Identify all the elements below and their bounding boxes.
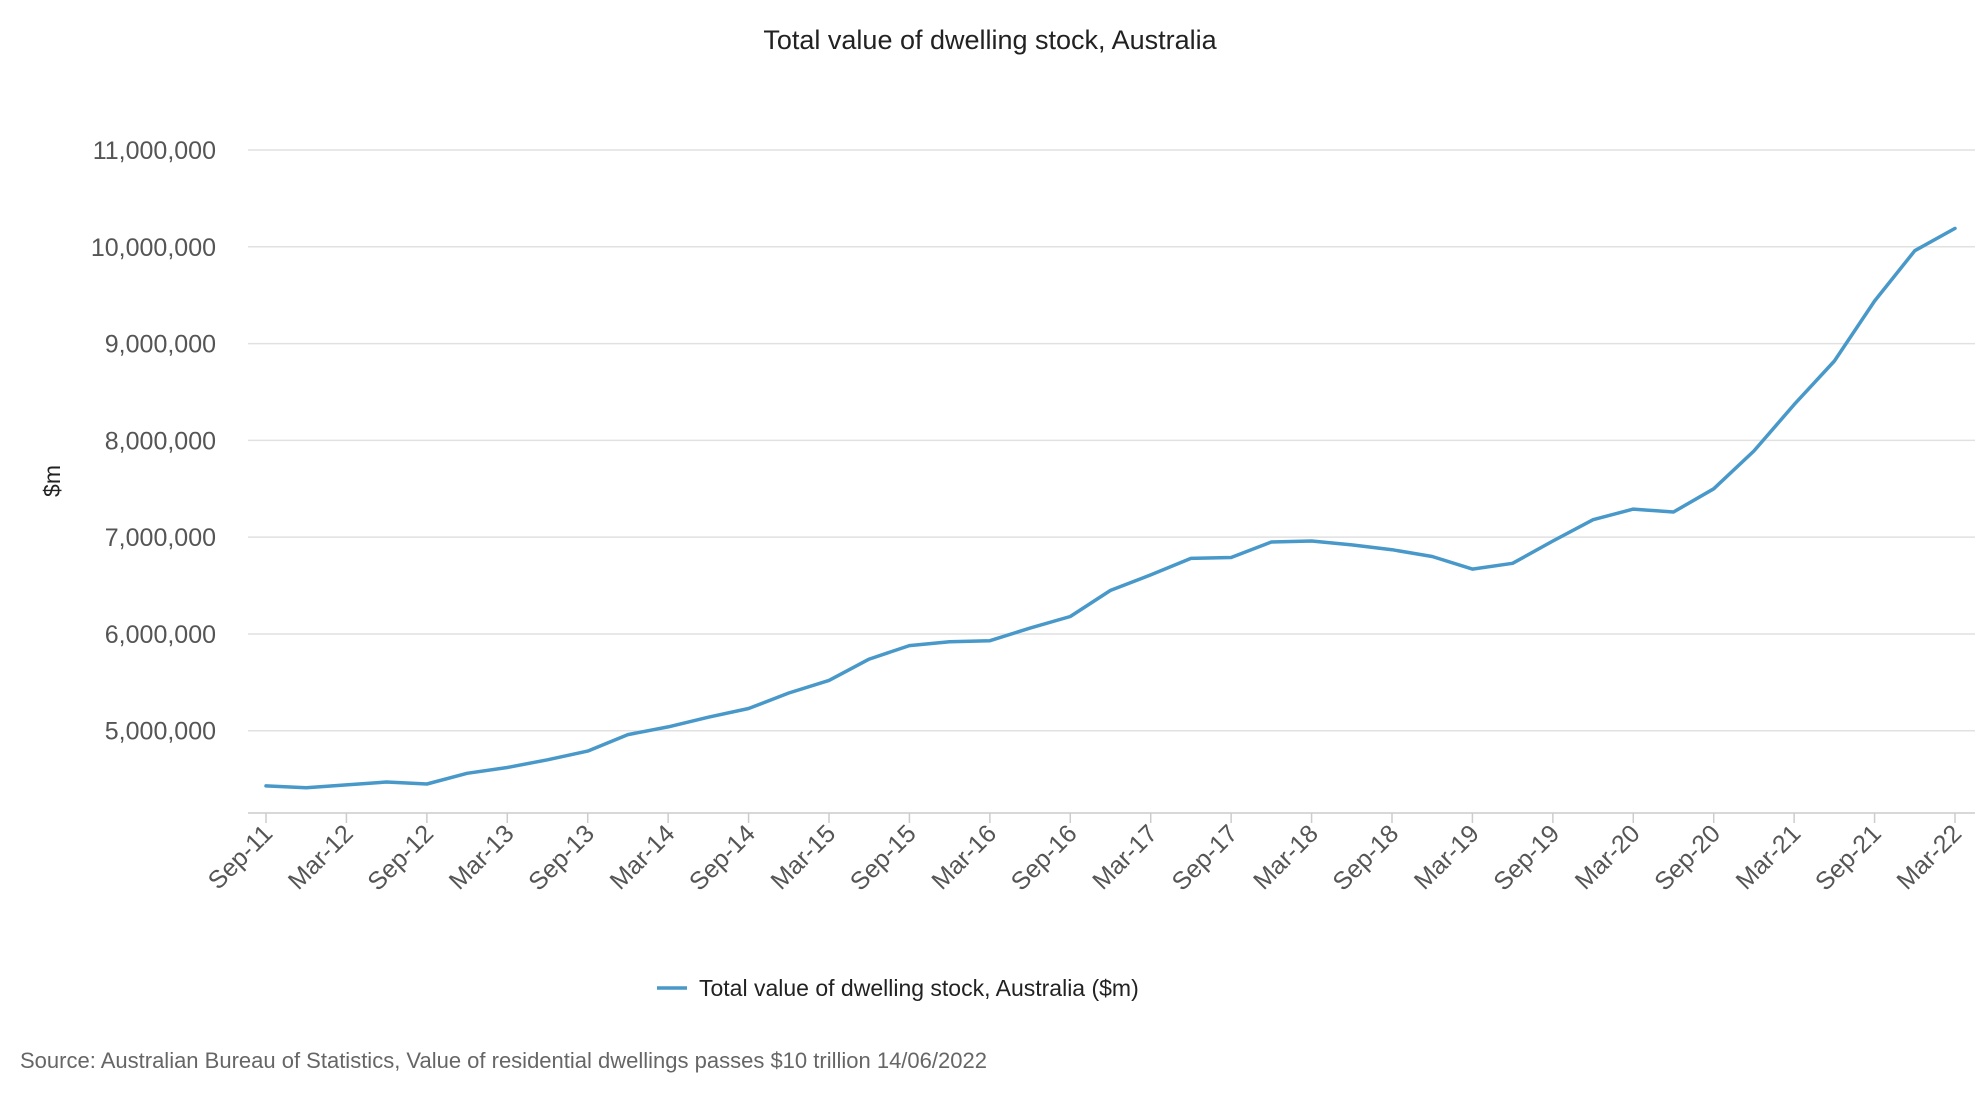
data-point[interactable]	[1909, 245, 1921, 257]
x-tick-label: Sep-15	[845, 819, 922, 896]
data-point[interactable]	[1828, 355, 1840, 367]
data-point[interactable]	[421, 778, 433, 790]
x-tick-label: Mar-19	[1409, 819, 1485, 895]
data-point[interactable]	[944, 636, 956, 648]
data-point[interactable]	[863, 653, 875, 665]
legend[interactable]: Total value of dwelling stock, Australia…	[657, 975, 1139, 1001]
data-point[interactable]	[1105, 584, 1117, 596]
y-axis-ticks: 5,000,000 6,000,000 7,000,000 8,000,000 9,00…	[91, 137, 216, 746]
data-point[interactable]	[1145, 569, 1157, 581]
data-point[interactable]	[1668, 506, 1680, 518]
data-point[interactable]	[984, 635, 996, 647]
data-point[interactable]	[662, 721, 674, 733]
data-point[interactable]	[1386, 544, 1398, 556]
x-tick-label: Sep-17	[1167, 819, 1244, 896]
data-point[interactable]	[1949, 222, 1961, 234]
data-point[interactable]	[381, 776, 393, 788]
data-point[interactable]	[1426, 551, 1438, 563]
y-tick-label: 5,000,000	[105, 718, 216, 746]
x-tick-label: Sep-19	[1488, 819, 1565, 896]
x-tick-label: Sep-12	[362, 819, 439, 896]
x-tick-label: Mar-16	[926, 819, 1002, 895]
data-point[interactable]	[702, 711, 714, 723]
data-point[interactable]	[1748, 445, 1760, 457]
series-line[interactable]	[264, 226, 1957, 790]
data-point[interactable]	[340, 779, 352, 791]
x-tick-label: Sep-18	[1327, 819, 1404, 896]
y-tick-label: 6,000,000	[105, 621, 216, 649]
data-point[interactable]	[542, 754, 554, 766]
y-tick-label: 11,000,000	[93, 137, 216, 165]
data-point[interactable]	[903, 640, 915, 652]
y-axis-title: $m	[39, 465, 65, 497]
x-tick-label: Mar-20	[1570, 819, 1646, 895]
data-point[interactable]	[1507, 557, 1519, 569]
x-tick-label: Sep-20	[1649, 819, 1726, 896]
x-tick-label: Mar-14	[605, 819, 681, 895]
data-point[interactable]	[1708, 483, 1720, 495]
gridlines	[248, 149, 1975, 814]
x-tick-label: Mar-17	[1087, 819, 1163, 895]
data-point[interactable]	[501, 762, 513, 774]
data-point[interactable]	[823, 674, 835, 686]
data-point[interactable]	[1869, 295, 1881, 307]
data-point[interactable]	[1185, 552, 1197, 564]
data-point[interactable]	[300, 782, 312, 794]
x-axis-ticks: Sep-11 Mar-12 Sep-12 Mar-13 Sep-13 Mar-14 Sep-…	[203, 813, 1967, 896]
data-point[interactable]	[1587, 514, 1599, 526]
y-tick-label: 8,000,000	[105, 427, 216, 455]
x-tick-label: Mar-22	[1891, 819, 1967, 895]
x-tick-label: Mar-15	[765, 819, 841, 895]
data-point[interactable]	[1547, 535, 1559, 547]
data-point[interactable]	[1225, 551, 1237, 563]
data-point[interactable]	[622, 729, 634, 741]
data-point[interactable]	[1265, 536, 1277, 548]
data-point[interactable]	[1346, 539, 1358, 551]
y-tick-label: 9,000,000	[105, 331, 216, 359]
x-tick-label: Sep-14	[684, 819, 761, 896]
x-tick-label: Sep-11	[203, 819, 278, 894]
x-tick-label: Mar-12	[283, 819, 359, 895]
legend-label: Total value of dwelling stock, Australia…	[699, 975, 1139, 1001]
data-point[interactable]	[743, 702, 755, 714]
x-tick-label: Sep-13	[523, 819, 600, 896]
data-point[interactable]	[1788, 399, 1800, 411]
data-point[interactable]	[783, 687, 795, 699]
data-point[interactable]	[1024, 622, 1036, 634]
x-tick-label: Sep-21	[1810, 819, 1887, 896]
data-point[interactable]	[1306, 535, 1318, 547]
y-tick-label: 10,000,000	[91, 234, 216, 262]
data-point[interactable]	[1627, 503, 1639, 515]
data-point[interactable]	[582, 745, 594, 757]
data-point[interactable]	[1064, 611, 1076, 623]
x-tick-label: Mar-18	[1248, 819, 1324, 895]
series-layer	[260, 222, 1961, 794]
chart-title: Total value of dwelling stock, Australia	[763, 25, 1217, 55]
source-note: Source: Australian Bureau of Statistics,…	[20, 1048, 987, 1073]
data-point[interactable]	[1466, 563, 1478, 575]
x-tick-label: Mar-13	[444, 819, 520, 895]
y-tick-label: 7,000,000	[105, 524, 216, 552]
x-tick-label: Sep-16	[1006, 819, 1083, 896]
data-point[interactable]	[461, 767, 473, 779]
data-point[interactable]	[260, 780, 272, 792]
x-tick-label: Mar-21	[1731, 819, 1807, 895]
